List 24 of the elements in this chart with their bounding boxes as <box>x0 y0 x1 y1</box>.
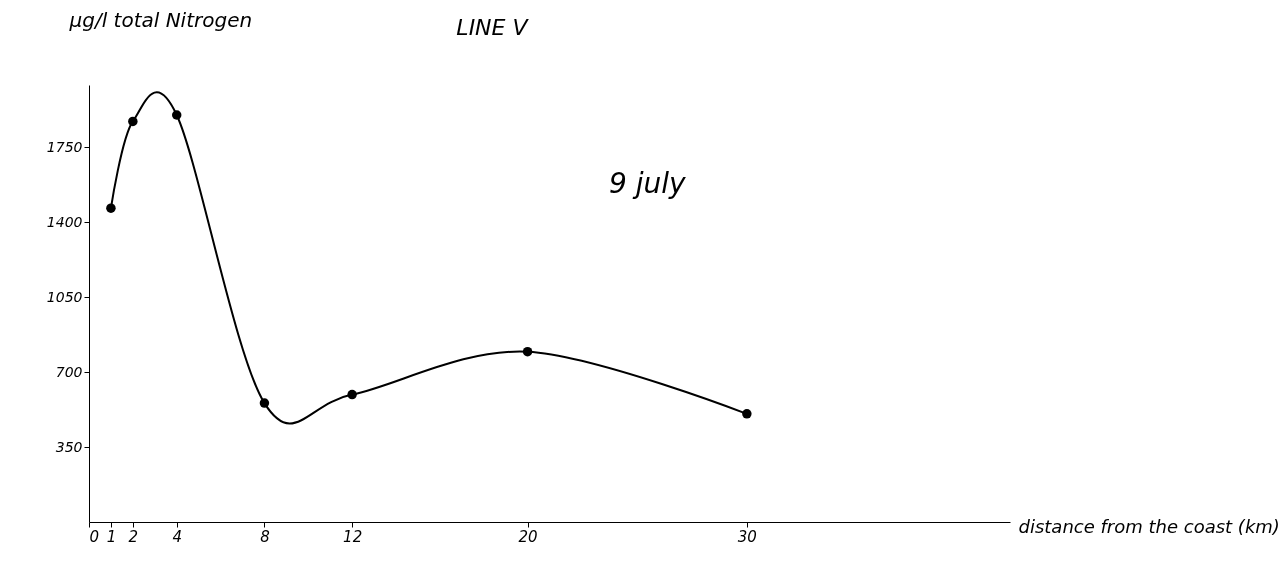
point <box>259 398 270 408</box>
chart-title: LINE V <box>456 15 530 40</box>
y-tick-label: 1750 <box>46 138 83 155</box>
x-tick-label: 0 <box>89 527 100 546</box>
point <box>742 409 752 419</box>
point <box>522 346 533 357</box>
x-tick-label: 8 <box>260 527 270 546</box>
x-tick-label: 20 <box>518 527 538 546</box>
x-axis-title: distance from the coast (km) <box>1018 515 1280 537</box>
x-tick-label: 30 <box>737 527 757 546</box>
point <box>128 116 138 127</box>
y-tick-label: 1400 <box>46 213 83 230</box>
x-tick-label: 2 <box>128 527 139 546</box>
x-tick-label: 4 <box>172 527 182 546</box>
y-tick-label: 1050 <box>46 288 83 305</box>
point <box>106 203 116 213</box>
point <box>347 389 357 400</box>
x-tick-label: 1 <box>106 527 117 546</box>
y-tick-label: 700 <box>55 363 83 380</box>
x-tick-label: 12 <box>343 527 363 546</box>
y-tick-label: 350 <box>55 438 83 455</box>
annotation: 9 july <box>609 167 687 200</box>
y-axis-title: µg/l total Nitrogen <box>68 7 253 32</box>
point <box>171 110 182 120</box>
